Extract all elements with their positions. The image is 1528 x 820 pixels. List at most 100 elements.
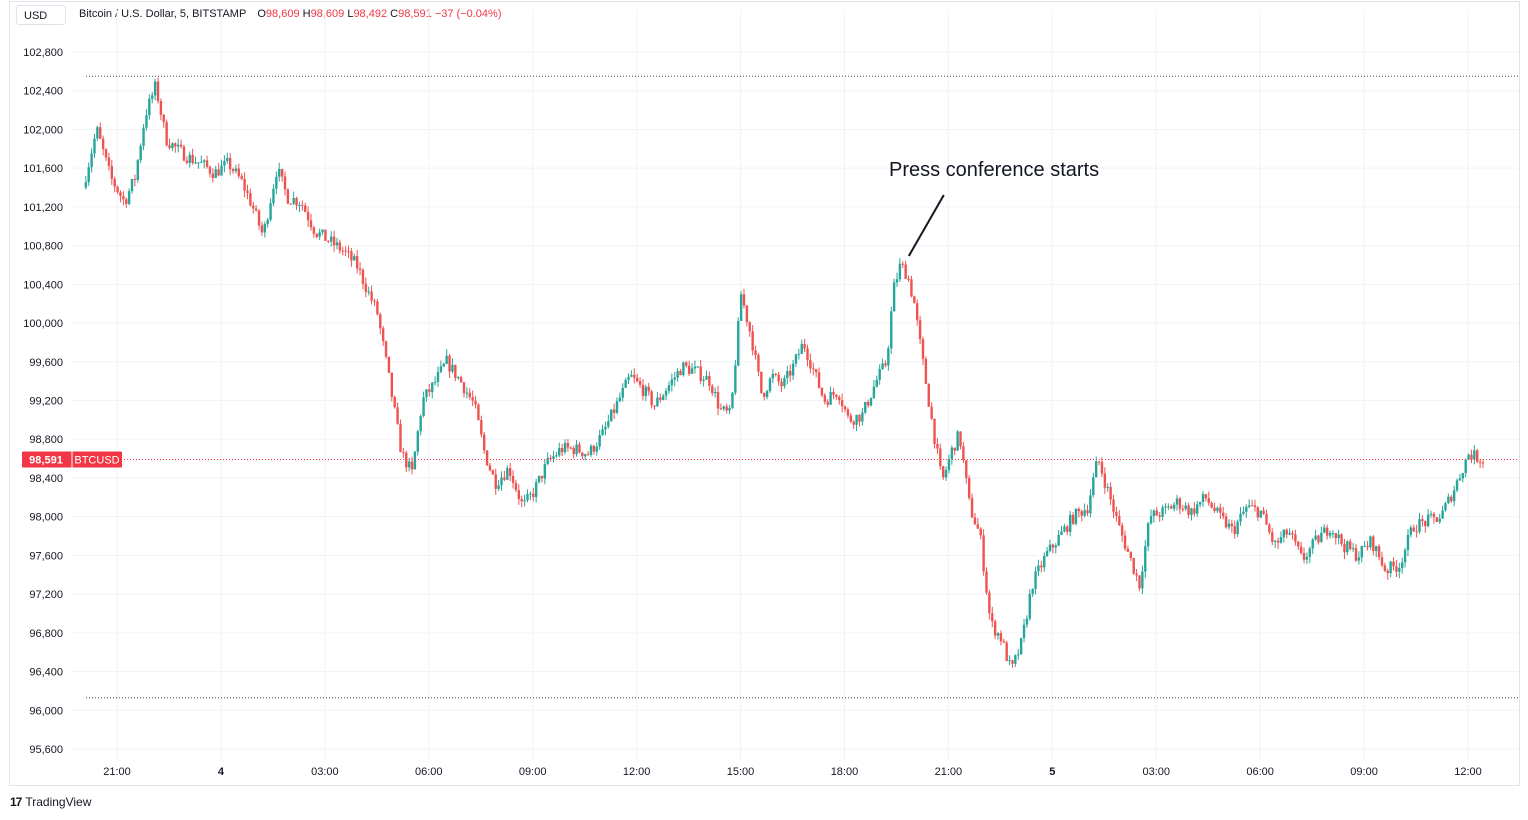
candle-body (534, 482, 538, 498)
candle-body (627, 376, 630, 380)
candle-body (959, 431, 962, 447)
candle-body (1441, 510, 1444, 519)
candle-body (786, 370, 789, 378)
candle-body (676, 371, 679, 378)
candle-body (200, 161, 203, 163)
candle-body (113, 178, 116, 187)
x-tick-label: 5 (1049, 766, 1055, 778)
candle-body (1398, 568, 1401, 572)
candle-body (454, 364, 457, 378)
change-value: −37 (−0.04%) (434, 8, 502, 20)
candle-body (110, 166, 114, 179)
candle-body (275, 176, 278, 189)
candle-body (916, 303, 919, 321)
candle-body (324, 229, 327, 241)
currency-selector[interactable]: USD (16, 5, 66, 25)
candle-body (361, 269, 365, 284)
candle-body (904, 264, 907, 279)
candle-body (171, 143, 174, 149)
candle-body (1158, 515, 1161, 517)
candle-body (442, 363, 445, 367)
candle-body (286, 189, 290, 204)
candle-body (1175, 498, 1179, 505)
symbol-title[interactable]: Bitcoin / U.S. Dollar, 5, BITSTAMP (79, 8, 247, 20)
x-tick-label: 06:00 (415, 766, 443, 778)
candle-body (315, 233, 318, 237)
candle-body (237, 168, 241, 177)
candle-body (1357, 557, 1361, 561)
price-tag-value: 98,591 (29, 454, 63, 466)
candle-body (1461, 473, 1465, 479)
candle-body (1294, 534, 1297, 542)
candle-body (1279, 537, 1283, 543)
candle-body (101, 138, 105, 150)
candle-body (520, 499, 523, 502)
candle-body (1152, 510, 1156, 517)
candle-body (846, 409, 850, 416)
candle-body (304, 205, 307, 212)
candle-body (419, 415, 422, 432)
candle-body (1060, 531, 1063, 535)
candle-body (794, 354, 798, 364)
candle-body (999, 633, 1003, 642)
tradingview-logo[interactable]: 17 TradingView (10, 795, 91, 809)
candle-body (292, 198, 295, 204)
candle-body (1395, 566, 1398, 572)
candle-body (1458, 478, 1462, 481)
candle-body (1452, 490, 1456, 502)
x-tick-label: 21:00 (103, 766, 131, 778)
candle-body (936, 444, 939, 449)
candle-body (145, 115, 148, 128)
candle-body (1366, 545, 1369, 548)
candle-body (930, 406, 933, 419)
candle-body (1349, 541, 1352, 550)
y-tick-label: 102,800 (23, 47, 63, 59)
candle-body (422, 397, 425, 416)
candle-body (338, 242, 342, 251)
candle-body (601, 429, 604, 435)
candle-body (1273, 540, 1277, 542)
candle-body (1190, 508, 1193, 515)
candle-body (774, 373, 777, 375)
candle-body (425, 389, 428, 398)
candle-body (777, 374, 780, 382)
candle-body (269, 203, 272, 220)
candle-body (465, 392, 469, 394)
candle-body (309, 220, 313, 228)
candle-body (390, 372, 394, 397)
candle-body (659, 397, 662, 400)
candle-body (829, 391, 832, 405)
candle-body (586, 454, 590, 456)
y-tick-label: 95,600 (29, 744, 63, 756)
close-value: 98,591 (398, 8, 432, 20)
candle-body (1239, 513, 1242, 522)
candle-body (1354, 548, 1358, 561)
candle-body (690, 368, 694, 374)
candle-body (708, 375, 711, 386)
candle-body (797, 353, 801, 355)
candle-body (139, 145, 142, 161)
candle-body (1103, 473, 1107, 488)
candle-body (763, 392, 766, 397)
tradingview-mark-icon: 17 (10, 795, 22, 809)
candle-body (1380, 557, 1384, 566)
candle-body (497, 485, 500, 489)
candle-body (558, 447, 561, 456)
candle-body (933, 418, 936, 445)
x-tick-label: 15:00 (727, 766, 755, 778)
candle-body (739, 294, 743, 321)
candle-body (1207, 498, 1210, 503)
y-tick-label: 96,000 (29, 705, 63, 717)
candle-body (705, 375, 708, 380)
y-tick-label: 98,800 (29, 434, 63, 446)
candle-body (864, 401, 867, 413)
candle-body (950, 447, 954, 459)
candle-body (1002, 641, 1006, 643)
y-tick-label: 101,600 (23, 163, 63, 175)
candle-body (1464, 459, 1467, 474)
candle-body (693, 366, 697, 369)
candle-body (1276, 540, 1280, 543)
candle-body (664, 390, 668, 396)
candle-body (1299, 546, 1303, 553)
